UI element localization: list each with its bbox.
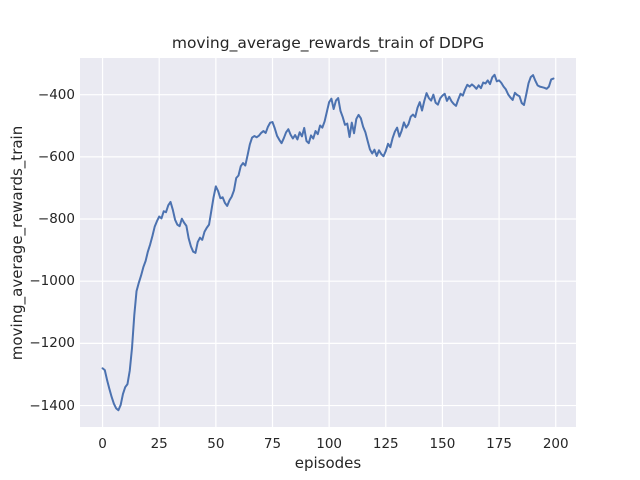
plot-area — [80, 58, 576, 427]
y-tick-label: −1000 — [29, 273, 75, 290]
x-tick-label: 200 — [542, 436, 569, 452]
reward-line-series — [101, 73, 555, 412]
y-tick-label: −800 — [37, 211, 75, 228]
y-tick-label: −400 — [37, 86, 75, 103]
x-tick-label: 100 — [316, 436, 343, 452]
y-tick-label: −1200 — [29, 335, 75, 352]
x-tick-label: 50 — [207, 436, 225, 452]
plot-canvas — [80, 58, 576, 427]
x-tick-label: 175 — [486, 436, 512, 452]
chart-title: moving_average_rewards_train of DDPG — [171, 34, 485, 52]
x-tick-label: 0 — [98, 436, 107, 452]
x-tick-label: 125 — [372, 436, 399, 452]
y-tick-label: −600 — [37, 148, 75, 165]
x-tick-label: 25 — [150, 436, 168, 452]
x-tick-label: 75 — [263, 436, 282, 452]
x-tick-label: 150 — [429, 436, 456, 452]
y-tick-label: −1400 — [29, 397, 75, 414]
x-axis-label: episodes — [294, 454, 362, 472]
